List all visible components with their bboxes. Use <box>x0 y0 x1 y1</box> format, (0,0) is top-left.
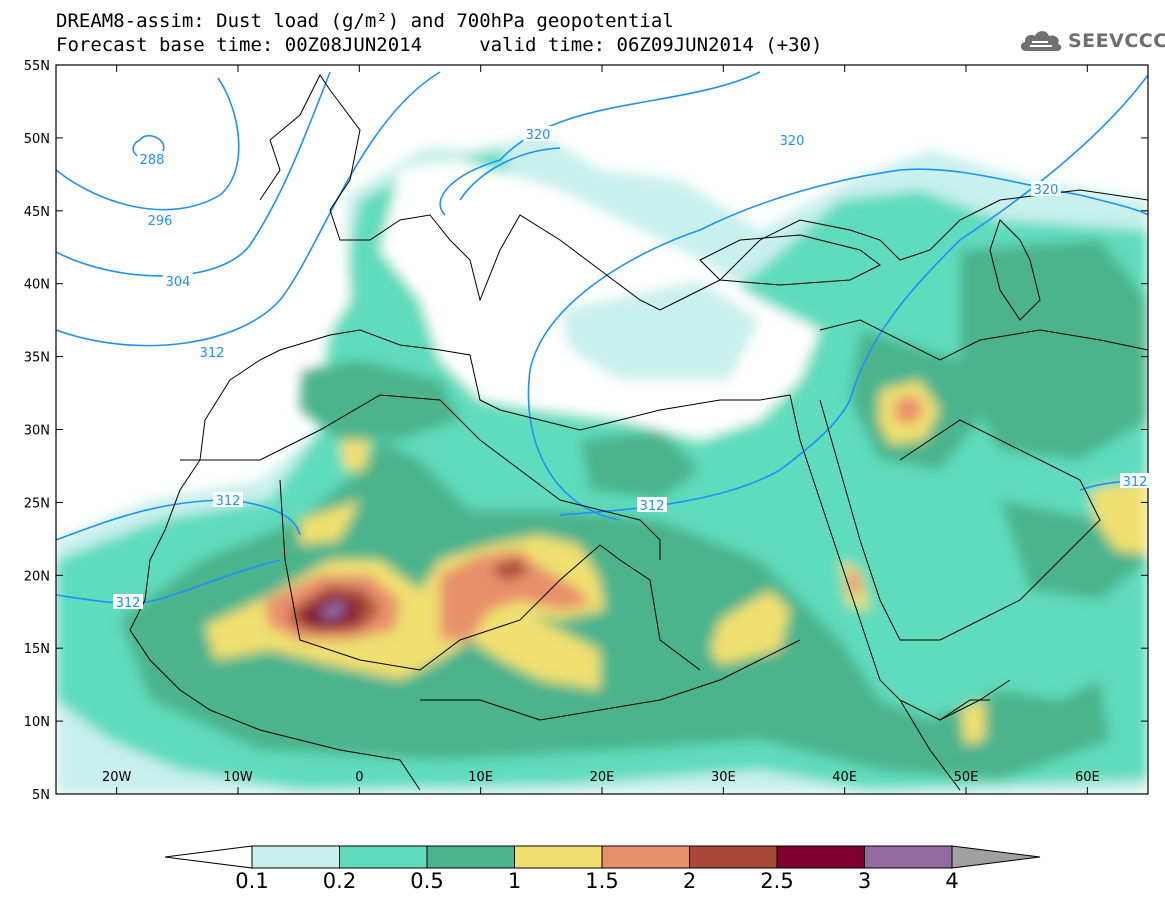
contour-label-bg <box>137 151 167 166</box>
contour-label-bg <box>163 273 193 288</box>
coast-black-sea <box>699 234 881 286</box>
contour-312-west <box>56 71 441 347</box>
contour-label-bg <box>637 497 667 512</box>
colorbar-label: 2 <box>683 869 696 893</box>
lon-tick-label: 10W <box>223 770 253 785</box>
coast-arabia <box>819 399 1101 641</box>
colorbar-segment <box>689 845 778 869</box>
seevccc-logo: SEEVCCC <box>1018 24 1165 58</box>
lon-tick-label: 60E <box>1075 770 1100 785</box>
border-sahara-1 <box>180 394 661 560</box>
lat-tick-label: 30N <box>24 424 50 439</box>
contour-304 <box>56 71 331 277</box>
cloud-logo-icon <box>1020 31 1062 51</box>
longitude-axis: 20W 10W 0 10E 20E 30E 40E 50E 60E <box>102 65 1100 794</box>
dust-field <box>56 65 1148 794</box>
contour-label-bg <box>523 126 553 141</box>
lon-tick-label: 20W <box>102 770 132 785</box>
colorbar-label: 4 <box>945 869 958 893</box>
contour-label-bg <box>213 492 243 507</box>
chart-title-line1: DREAM8-assim: Dust load (g/m²) and 700hP… <box>56 10 674 32</box>
contour-288 <box>132 134 165 159</box>
contour-296 <box>56 77 240 211</box>
dust-band-0.5 <box>120 440 1110 780</box>
colorbar-label: 1 <box>508 869 521 893</box>
lat-tick-label: 35N <box>24 351 50 366</box>
colorbar: 0.1 0.2 0.5 1 1.5 2 2.5 3 4 <box>164 845 1041 893</box>
coast-africa-north <box>229 329 791 431</box>
logo-text: SEEVCCC <box>1068 30 1165 52</box>
chart-title-line2: Forecast base time: 00Z08JUN2014 valid t… <box>56 34 823 56</box>
colorbar-segment <box>251 845 340 869</box>
contour-label: 296 <box>148 214 173 229</box>
coast-caspian <box>989 219 1041 321</box>
lat-tick-label: 25N <box>24 496 50 511</box>
lat-tick-label: 45N <box>24 205 50 220</box>
contour-label-bg <box>197 344 227 359</box>
lon-tick-label: 10E <box>468 770 493 785</box>
contour-label: 320 <box>780 134 805 149</box>
lon-tick-label: 50E <box>954 770 979 785</box>
contour-label: 320 <box>1034 183 1059 198</box>
contour-label: 320 <box>526 128 551 143</box>
latitude-axis: 5N 10N 15N 20N 25N 30N 35N 40N 45N 50N 55N <box>24 59 1148 803</box>
contour-label: 288 <box>140 153 165 168</box>
colorbar-label: 0.1 <box>235 869 268 893</box>
colorbar-segment <box>864 845 953 869</box>
lat-tick-label: 55N <box>24 59 50 74</box>
coast-europe <box>259 74 1148 311</box>
colorbar-segment <box>514 845 603 869</box>
contour-label: 312 <box>216 494 241 509</box>
colorbar-high-arrow <box>951 845 1041 869</box>
colorbar-segment <box>426 845 515 869</box>
colorbar-low-arrow <box>164 845 253 869</box>
lat-tick-label: 20N <box>24 569 50 584</box>
contour-label-bg <box>113 594 143 609</box>
coast-africa-west <box>129 379 421 791</box>
contour-label-bg <box>777 132 807 147</box>
contour-320-north <box>459 147 561 201</box>
coast-red-sea <box>789 394 990 721</box>
border-mideast <box>819 319 1148 361</box>
lon-tick-label: 20E <box>590 770 615 785</box>
border-sahara-2 <box>279 479 701 671</box>
lat-tick-label: 40N <box>24 278 50 293</box>
lat-tick-label: 15N <box>24 642 50 657</box>
border-horn <box>899 679 1011 791</box>
contour-label: 312 <box>1123 475 1148 490</box>
lat-tick-label: 10N <box>24 715 50 730</box>
contour-labels: 288 296 304 312 320 320 320 312 312 312 312 <box>113 126 1150 611</box>
contour-label: 312 <box>116 596 141 611</box>
colorbar-label: 0.5 <box>410 869 443 893</box>
contour-label: 312 <box>200 346 225 361</box>
colorbar-label: 2.5 <box>760 869 793 893</box>
lon-tick-label: 40E <box>832 770 857 785</box>
colorbar-segment <box>339 845 428 869</box>
contour-label-bg <box>1031 181 1061 196</box>
colorbar-segment <box>776 845 865 869</box>
coastlines <box>129 74 1148 791</box>
colorbar-segment <box>601 845 690 869</box>
dust-band-3 <box>318 600 348 620</box>
colorbar-label: 1.5 <box>585 869 618 893</box>
contour-label: 312 <box>640 499 665 514</box>
colorbar-label: 0.2 <box>323 869 356 893</box>
colorbar-label: 3 <box>858 869 871 893</box>
contour-label-bg <box>1120 473 1150 488</box>
lon-tick-label: 30E <box>711 770 736 785</box>
contour-label: 304 <box>166 275 191 290</box>
lon-tick-label: 0 <box>355 770 363 785</box>
contour-label-bg <box>145 212 175 227</box>
lat-tick-label: 50N <box>24 132 50 147</box>
lat-tick-label: 5N <box>32 788 50 803</box>
border-central-africa <box>420 639 801 721</box>
